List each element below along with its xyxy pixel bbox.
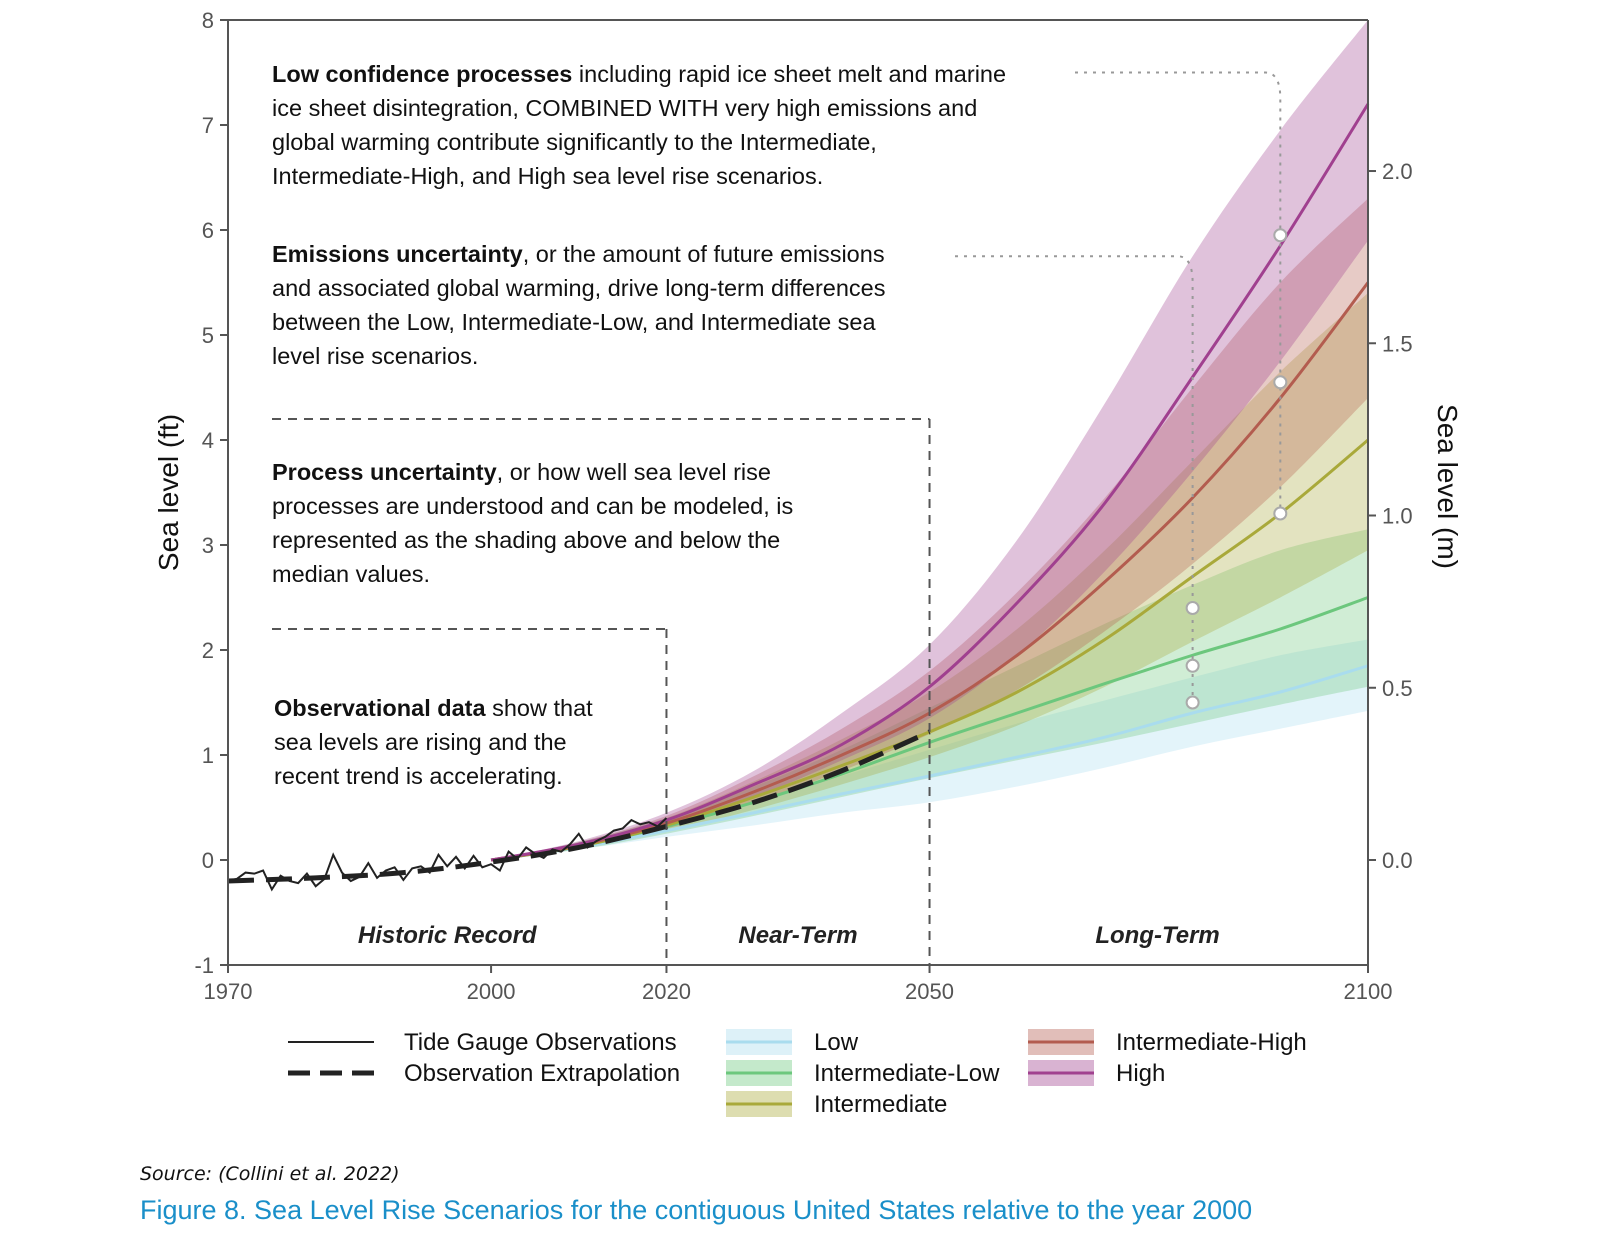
y-right-axis-title: Sea level (m) xyxy=(1432,404,1463,569)
marker-point xyxy=(1273,228,1288,243)
period-near-term: Near-Term xyxy=(738,922,857,949)
annotation-2: Emissions uncertainty, or the amount of … xyxy=(272,241,886,369)
band-intermediate-low xyxy=(491,529,1369,860)
annotation-1: Low confidence processes including rapid… xyxy=(272,61,1006,189)
legend-label-low: Low xyxy=(814,1029,859,1056)
marker-point xyxy=(1185,695,1200,710)
source-note: Source: (Collini et al. 2022) xyxy=(140,1163,400,1185)
line-intermediate-high xyxy=(490,281,1370,862)
y-right-tick-label: 0.5 xyxy=(1382,676,1413,701)
axes: -1 0 1 2 3 4 5 6 7 8 0.0 0.5 1.0 1.5 2.0 1970 2000 2020 20… xyxy=(153,8,1463,1004)
observations-layer xyxy=(227,729,931,892)
x-tick-label: 1970 xyxy=(204,979,253,1004)
annotations: Low confidence processes including rapid… xyxy=(272,61,1006,789)
y-left-tick-label: 8 xyxy=(202,8,214,33)
y-left-tick-label: 5 xyxy=(202,323,214,348)
legend-label-intermediate: Intermediate xyxy=(814,1091,947,1118)
y-left-tick-label: 4 xyxy=(202,428,214,453)
marker-point xyxy=(1273,375,1288,390)
x-tick-label: 2000 xyxy=(467,979,516,1004)
marker-point xyxy=(1185,658,1200,673)
x-tick-label: 2020 xyxy=(642,979,691,1004)
legend-label-intermediate-low: Intermediate-Low xyxy=(814,1060,1000,1087)
x-tick-label: 2100 xyxy=(1344,979,1393,1004)
period-labels: Historic Record Near-Term Long-Term xyxy=(358,922,1220,949)
y-right-tick-label: 1.0 xyxy=(1382,504,1413,529)
extrapolation-line xyxy=(227,729,931,884)
band-low xyxy=(491,639,1369,860)
y-right-tick-label: 1.5 xyxy=(1382,331,1413,356)
legend-label-high: High xyxy=(1116,1060,1165,1087)
y-left-axis-title: Sea level (ft) xyxy=(153,414,184,571)
y-right-tick-label: 0.0 xyxy=(1382,848,1413,873)
line-high xyxy=(490,103,1370,862)
period-historic-record: Historic Record xyxy=(358,922,538,949)
marker-points xyxy=(1185,228,1288,710)
legend-label-tide-gauge-observations: Tide Gauge Observations xyxy=(404,1029,677,1056)
marker-point xyxy=(1185,601,1200,615)
tide-gauge-line xyxy=(227,817,668,892)
emissions-leader xyxy=(955,255,1194,703)
legend: Tide Gauge Observations Observation Extra… xyxy=(288,1029,1307,1118)
y-left-tick-label: 1 xyxy=(202,743,214,768)
annotation-guides xyxy=(272,71,1282,965)
legend-label-intermediate-high: Intermediate-High xyxy=(1116,1029,1307,1056)
y-left-tick-label: 6 xyxy=(202,218,214,243)
period-long-term: Long-Term xyxy=(1095,922,1219,949)
figure-caption: Figure 8. Sea Level Rise Scenarios for t… xyxy=(140,1195,1253,1225)
y-left-tick-label: 3 xyxy=(202,533,214,558)
annotation-3: Process uncertainty, or how well sea lev… xyxy=(272,459,793,587)
x-tick-label: 2050 xyxy=(905,979,954,1004)
y-left-tick-label: 0 xyxy=(202,848,214,873)
y-left-tick-label: -1 xyxy=(194,953,214,978)
y-left-tick-label: 2 xyxy=(202,638,214,663)
low-confidence-leader xyxy=(1075,71,1282,514)
annotation-4: Observational data show that sea levels a… xyxy=(274,695,593,789)
y-left-tick-label: 7 xyxy=(202,113,214,138)
y-right-tick-label: 2.0 xyxy=(1382,159,1413,184)
legend-label-observation-extrapolation: Observation Extrapolation xyxy=(404,1060,680,1087)
marker-point xyxy=(1273,506,1288,521)
